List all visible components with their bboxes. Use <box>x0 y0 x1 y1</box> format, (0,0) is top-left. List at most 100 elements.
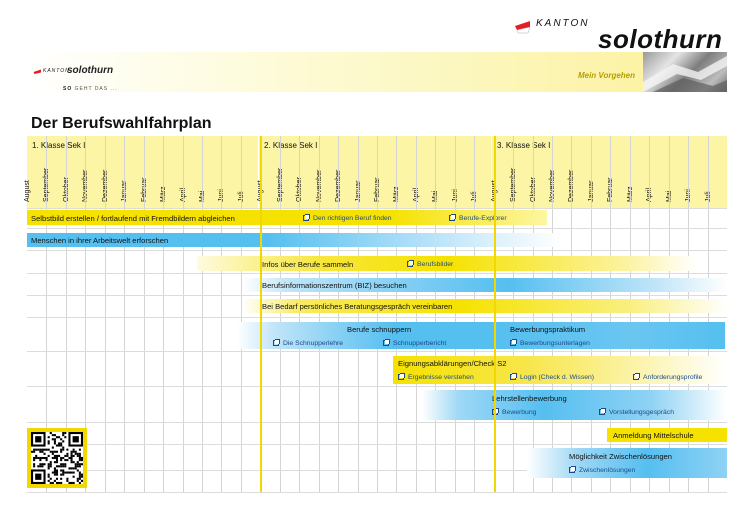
activity-eignung: Eignungsabklärungen/Check S2 <box>398 359 507 368</box>
logo-solothurn-text: solothurn <box>598 24 723 54</box>
grid-column-line <box>182 136 184 492</box>
link-schnupperlehre[interactable]: Die Schnupperlehre <box>273 338 343 350</box>
month-label: Juni <box>685 189 693 202</box>
grid-row-line <box>27 273 727 274</box>
grid-column-line <box>124 136 126 492</box>
link-bewerbung[interactable]: Bewerbung <box>492 407 536 419</box>
bar-selbstbild: Selbstbild erstellen / fortlaufend mit F… <box>27 210 547 225</box>
activity-mittelschule: Anmeldung Mittelschule <box>613 431 694 440</box>
grid-row-line <box>27 317 727 318</box>
grid-column-line <box>474 136 476 492</box>
grid-column-line <box>143 136 145 492</box>
bar-praktikum: Bewerbungspraktikum Bewerbungsunterlagen <box>493 322 725 349</box>
bar-zwischen: Möglichkeit Zwischenlösungen Zwischenlös… <box>527 448 727 478</box>
bar-schnuppern: Berufe schnuppern Die Schnupperlehre Sch… <box>237 322 497 349</box>
grid-column-line <box>85 136 87 492</box>
bar-biz: Berufsinformationszentrum (BIZ) besuchen <box>242 278 727 292</box>
grid-column-line <box>649 136 651 492</box>
grid-row-line <box>27 208 727 209</box>
bar-eignung: Eignungsabklärungen/Check S2 Ergebnisse … <box>393 356 727 384</box>
kanton-solothurn-logo: KANTON solothurn <box>514 16 734 54</box>
month-label: April <box>646 187 654 202</box>
slogan-text: GEHT DAS ... <box>74 86 118 92</box>
month-label: Dezember <box>335 169 343 202</box>
link-zwischenloesungen[interactable]: Zwischenlösungen <box>569 465 635 477</box>
grid-row-line <box>27 492 727 493</box>
external-link-icon <box>510 339 517 346</box>
month-label: Januar <box>121 180 129 202</box>
activity-praktikum: Bewerbungspraktikum <box>510 325 586 334</box>
year-header-3: 3. Klasse Sek I <box>492 136 727 208</box>
grid-row-line <box>27 444 727 445</box>
year-header-1: 1. Klasse Sek I <box>27 136 258 208</box>
grid-row-line <box>27 470 727 471</box>
grid-column-line <box>454 136 456 492</box>
link-berufe-explorer[interactable]: Berufe-Explorer <box>449 213 507 225</box>
external-link-icon <box>633 373 640 380</box>
link-bewerbungsunterlagen[interactable]: Bewerbungsunterlagen <box>510 338 590 350</box>
external-link-icon <box>303 214 310 221</box>
grid-column-line <box>415 136 417 492</box>
grid-column-line <box>163 136 165 492</box>
grid-column-line <box>435 136 437 492</box>
grid-row-line <box>27 250 727 251</box>
grid-column-line <box>104 136 106 492</box>
grid-column-line <box>338 136 340 492</box>
link-richtigen-beruf[interactable]: Den richtigen Beruf finden <box>303 213 392 225</box>
activity-zwischen: Möglichkeit Zwischenlösungen <box>569 452 672 461</box>
bar-arbeitswelt: Menschen in ihrer Arbeitswelt erforschen <box>27 233 562 247</box>
month-label: November <box>82 169 90 202</box>
logo-kanton-text: KANTON <box>536 18 590 29</box>
external-link-icon <box>569 466 576 473</box>
grid-column-line <box>221 136 223 492</box>
year-divider <box>260 136 263 492</box>
link-login[interactable]: Login (Check d. Wissen) <box>510 372 594 384</box>
berufswahl-planner: 1. Klasse Sek I 2. Klasse Sek I 3. Klass… <box>24 136 727 493</box>
year-header-2: 2. Klasse Sek I <box>259 136 491 208</box>
link-anforderungsprofile[interactable]: Anforderungsprofile <box>633 372 702 384</box>
grid-column-line <box>202 136 203 492</box>
month-label: Juli <box>704 191 712 202</box>
qr-code[interactable] <box>27 428 87 488</box>
bar-beratung: Bei Bedarf persönliches Beratungsgespräc… <box>242 299 727 313</box>
link-label: Die Schnupperlehre <box>283 340 344 347</box>
qr-code-icon <box>31 432 83 484</box>
month-label: September <box>510 167 518 202</box>
month-label: August <box>257 180 265 202</box>
grid-row-line <box>27 295 727 296</box>
slogan-bold: SO <box>63 86 73 92</box>
month-label: März <box>160 186 168 202</box>
year-divider <box>493 136 496 492</box>
activity-biz: Berufsinformationszentrum (BIZ) besuchen <box>262 281 407 290</box>
link-schnupperbericht[interactable]: Schnupperbericht <box>383 338 446 350</box>
logo-mark-icon <box>515 21 531 34</box>
link-label: Berufe-Explorer <box>459 215 507 222</box>
bar-infos: Infos über Berufe sammeln Berufsbilder <box>197 256 697 271</box>
year-label: 3. Klasse Sek I <box>497 141 551 150</box>
grid-row-line <box>27 386 727 387</box>
band-logo-kanton: KANTON <box>43 68 70 74</box>
activity-arbeitswelt: Menschen in ihrer Arbeitswelt erforschen <box>31 236 169 245</box>
grid-column-line <box>396 136 398 492</box>
header-band: KANTON solothurn SO GEHT DAS ... Mein Vo… <box>27 52 727 92</box>
grid-column-line <box>668 136 670 492</box>
grid-column-line <box>532 136 534 492</box>
grid-column-line <box>65 136 67 492</box>
year-label: 2. Klasse Sek I <box>264 141 318 150</box>
external-link-icon <box>273 339 280 346</box>
grid-column-line <box>240 136 242 492</box>
bar-mittelschule: Anmeldung Mittelschule <box>607 428 727 442</box>
grid-column-line <box>552 136 553 492</box>
link-vorstellungsgespraech[interactable]: Vorstellungsgespräch <box>599 407 674 419</box>
grid-column-line <box>357 136 359 492</box>
page-title: Der Berufswahlfahrplan <box>31 115 212 132</box>
link-label: Vorstellungsgespräch <box>609 409 674 416</box>
link-label: Zwischenlösungen <box>579 467 636 474</box>
activity-beratung: Bei Bedarf persönliches Beratungsgespräc… <box>262 302 453 311</box>
link-ergebnisse[interactable]: Ergebnisse verstehen <box>398 372 474 384</box>
link-berufsbilder[interactable]: Berufsbilder <box>407 259 453 271</box>
external-link-icon <box>407 260 414 267</box>
link-label: Bewerbungsunterlagen <box>520 340 590 347</box>
grid-column-line <box>571 136 573 492</box>
external-link-icon <box>383 339 390 346</box>
